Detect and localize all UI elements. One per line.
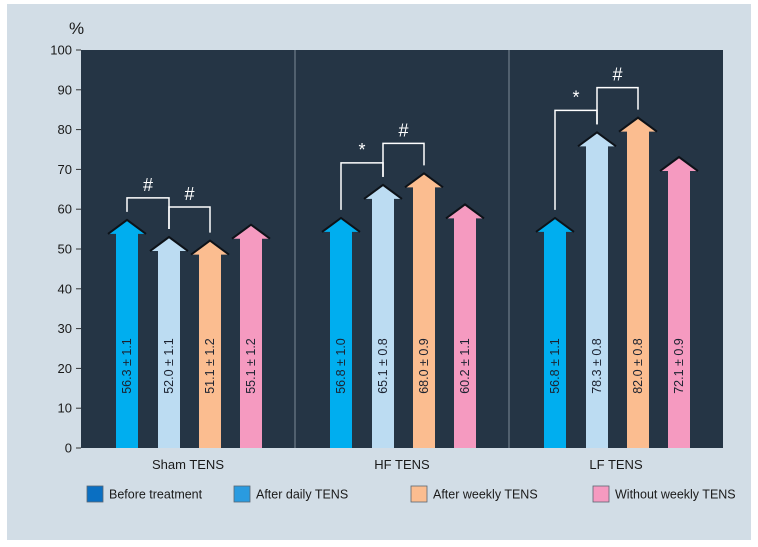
y-tick-label: 100: [50, 43, 72, 58]
bar-after-daily-tens: [150, 237, 188, 448]
significance-marker: #: [143, 175, 153, 195]
bar-without-weekly-tens: [446, 204, 484, 448]
legend-swatch: [410, 485, 428, 503]
y-tick-label: 50: [58, 242, 72, 257]
data-label: 56.3 ± 1.1: [120, 338, 134, 394]
bar-after-weekly-tens: [191, 240, 229, 448]
data-label: 65.1 ± 0.8: [376, 338, 390, 394]
y-tick-label: 0: [65, 441, 72, 456]
data-label: 72.1 ± 0.9: [672, 338, 686, 394]
y-tick-label: 40: [58, 281, 72, 296]
y-axis-label: %: [69, 19, 84, 38]
significance-bracket: [596, 86, 639, 125]
arrow-head-outline: [445, 203, 485, 220]
data-label: 55.1 ± 1.2: [244, 338, 258, 394]
y-tick-label: 60: [58, 202, 72, 217]
legend-label: Before treatment: [109, 488, 203, 502]
y-tick-label: 30: [58, 321, 72, 336]
category-label: LF TENS: [589, 457, 643, 472]
bar-before-treatment: [108, 219, 146, 448]
y-tick-label: 90: [58, 82, 72, 97]
category-label: Sham TENS: [152, 457, 224, 472]
arrow-head-outline: [190, 239, 230, 256]
legend-label: After weekly TENS: [433, 488, 538, 502]
significance-marker: #: [612, 65, 622, 85]
legend-swatch: [233, 485, 251, 503]
legend-swatch: [86, 485, 104, 503]
data-label: 68.0 ± 0.9: [417, 338, 431, 394]
legend-swatch: [592, 485, 610, 503]
arrow-head-outline: [107, 218, 147, 235]
bar-without-weekly-tens: [660, 157, 698, 449]
significance-marker: #: [184, 184, 194, 204]
y-tick-label: 80: [58, 122, 72, 137]
y-tick-label: 20: [58, 361, 72, 376]
bar-chart: 0 10 20 30 40 50 60 70 80 90 100% 56.3 ± 1.1 52.0 ± …: [50, 19, 736, 503]
arrow-head-outline: [231, 223, 271, 240]
arrow-head-outline: [659, 155, 699, 172]
y-tick-label: 70: [58, 162, 72, 177]
significance-marker: *: [358, 140, 365, 160]
data-label: 78.3 ± 0.8: [590, 338, 604, 394]
arrow-head-outline: [363, 183, 403, 200]
bar-after-weekly-tens: [405, 173, 443, 449]
bar-before-treatment: [322, 217, 360, 448]
bar-after-daily-tens: [364, 184, 402, 449]
arrow-head-outline: [404, 172, 444, 189]
bar-after-daily-tens: [578, 132, 616, 448]
significance-marker: #: [398, 120, 408, 140]
chart-figure: 0 10 20 30 40 50 60 70 80 90 100% 56.3 ± 1.1 52.0 ± …: [7, 4, 751, 540]
data-label: 56.8 ± 1.1: [548, 338, 562, 394]
legend-label: Without weekly TENS: [615, 488, 736, 502]
bar-before-treatment: [536, 217, 574, 448]
bar-without-weekly-tens: [232, 224, 270, 448]
data-label: 52.0 ± 1.1: [162, 338, 176, 394]
legend-label: After daily TENS: [256, 488, 348, 502]
bar-after-weekly-tens: [619, 117, 657, 448]
arrow-head-outline: [618, 116, 658, 133]
data-label: 56.8 ± 1.0: [334, 338, 348, 394]
y-tick-label: 10: [58, 401, 72, 416]
plot-area: [81, 50, 723, 448]
significance-marker: *: [572, 87, 579, 107]
arrow-head-outline: [535, 216, 575, 233]
data-label: 51.1 ± 1.2: [203, 338, 217, 394]
significance-bracket: [382, 142, 425, 177]
significance-bracket: [168, 206, 211, 233]
arrow-head-outline: [577, 131, 617, 148]
arrow-head-outline: [321, 216, 361, 233]
category-label: HF TENS: [374, 457, 430, 472]
data-label: 82.0 ± 0.8: [631, 338, 645, 394]
data-label: 60.2 ± 1.1: [458, 338, 472, 394]
arrow-head-outline: [149, 235, 189, 252]
